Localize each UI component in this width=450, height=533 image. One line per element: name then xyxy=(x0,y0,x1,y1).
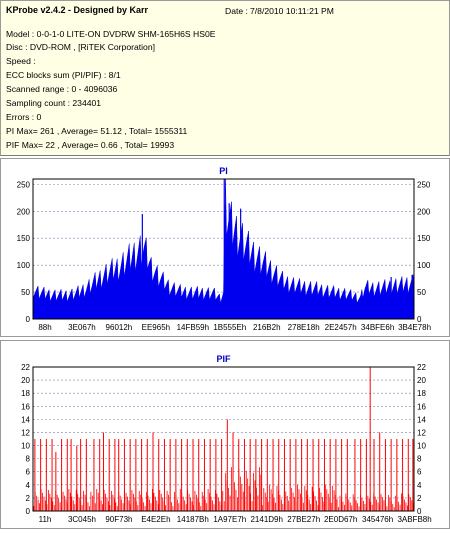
y-tick-label-left: 0 xyxy=(26,507,31,516)
ecc-line: ECC blocks sum (PI/PIF) : 8/1 xyxy=(6,70,121,80)
pi-chart: PI 0 0 50 50 100 100 150 150 200 200 250 250 88h 3E067… xyxy=(17,166,431,332)
pif-chart-panel: PIF 0 0 2 2 4 4 6 6 8 8 10 10 12 12 14 14 16 16 18 18 20 20 22 2… xyxy=(0,340,450,529)
errors-line: Errors : 0 xyxy=(6,112,42,122)
x-tick-label: 11h xyxy=(39,515,52,524)
y-tick-label-right: 12 xyxy=(417,428,426,437)
app-title: KProbe v2.4.2 - Designed by Karr xyxy=(6,5,149,15)
x-tick-label: 278E18h xyxy=(288,323,320,332)
plot-border xyxy=(32,366,415,512)
y-tick-label-left: 6 xyxy=(26,468,31,477)
y-tick-label-right: 200 xyxy=(417,207,431,216)
date-label: Date : xyxy=(225,6,248,16)
model-line: Model : 0-0-1-0 LITE-ON DVDRW SHM-165H6S… xyxy=(6,29,216,39)
y-tick-label-right: 100 xyxy=(417,261,431,270)
x-tick-label: 14187Bh xyxy=(177,515,209,524)
pi-chart-panel: PI 0 0 50 50 100 100 150 150 200 200 250 250 88h 3E067… xyxy=(0,158,450,337)
pif-summary-line: PIF Max= 22 , Average= 0.66 , Total= 199… xyxy=(6,140,175,150)
y-tick-label-left: 18 xyxy=(21,389,30,398)
y-tick-label-left: 12 xyxy=(21,428,30,437)
sampling-count-line: Sampling count : 234401 xyxy=(6,98,102,108)
y-tick-label-left: 50 xyxy=(21,288,30,297)
y-tick-label-left: 150 xyxy=(17,234,31,243)
y-tick-label-right: 22 xyxy=(417,363,426,372)
y-tick-label-right: 2 xyxy=(417,494,422,503)
y-tick-label-left: 250 xyxy=(17,180,31,189)
y-tick-label-left: 0 xyxy=(26,315,31,324)
x-tick-label: EE965h xyxy=(142,323,170,332)
y-tick-label-right: 0 xyxy=(417,507,422,516)
chart-title: PIF xyxy=(216,354,231,364)
x-tick-label: 34BFE6h xyxy=(361,323,394,332)
y-tick-label-left: 22 xyxy=(21,363,30,372)
x-tick-label: 216B2h xyxy=(253,323,281,332)
y-tick-label-right: 20 xyxy=(417,376,426,385)
y-tick-label-right: 8 xyxy=(417,455,422,464)
pi-series-area xyxy=(32,178,415,320)
y-tick-label-right: 14 xyxy=(417,415,426,424)
x-tick-label: 1A97E7h xyxy=(213,515,246,524)
pi-summary-line: PI Max= 261 , Average= 51.12 , Total= 15… xyxy=(6,126,188,136)
y-tick-label-left: 20 xyxy=(21,376,30,385)
disc-line: Disc : DVD-ROM , [RiTEK Corporation] xyxy=(6,42,155,52)
y-tick-label-right: 10 xyxy=(417,442,426,451)
y-tick-label-left: 2 xyxy=(26,494,31,503)
y-tick-label-left: 8 xyxy=(26,455,31,464)
x-tick-label: 96012h xyxy=(106,323,133,332)
y-tick-label-right: 4 xyxy=(417,481,422,490)
x-tick-label: 90F73h xyxy=(105,515,132,524)
x-tick-label: 2E0D67h xyxy=(324,515,357,524)
date-value: 7/8/2010 10:11:21 PM xyxy=(250,6,334,16)
speed-line: Speed : xyxy=(6,56,36,66)
x-tick-label: 3B4E78h xyxy=(398,323,431,332)
info-panel: KProbe v2.4.2 - Designed by Karr Date : … xyxy=(0,0,450,156)
x-tick-label: E4E2Eh xyxy=(141,515,170,524)
y-tick-label-right: 6 xyxy=(417,468,422,477)
y-tick-label-left: 100 xyxy=(17,261,31,270)
y-tick-label-left: 14 xyxy=(21,415,30,424)
chart-title: PI xyxy=(219,166,228,176)
x-tick-label: 3ABFB8h xyxy=(397,515,431,524)
scanned-range-line: Scanned range : 0 - 4096036 xyxy=(6,84,118,94)
y-tick-label-right: 150 xyxy=(417,234,431,243)
x-tick-label: 27BE27h xyxy=(287,515,320,524)
y-tick-label-left: 10 xyxy=(21,442,30,451)
x-tick-label: 14FB59h xyxy=(177,323,209,332)
y-tick-label-right: 0 xyxy=(417,315,422,324)
y-tick-label-right: 250 xyxy=(417,180,431,189)
y-tick-label-right: 16 xyxy=(417,402,426,411)
y-tick-label-left: 200 xyxy=(17,207,31,216)
y-tick-label-left: 16 xyxy=(21,402,30,411)
y-tick-label-right: 50 xyxy=(417,288,426,297)
x-tick-label: 3E067h xyxy=(68,323,96,332)
x-tick-label: 345476h xyxy=(362,515,393,524)
x-tick-label: 2141D9h xyxy=(250,515,282,524)
x-tick-label: 88h xyxy=(38,323,51,332)
x-tick-label: 2E2457h xyxy=(325,323,357,332)
y-tick-label-right: 18 xyxy=(417,389,426,398)
y-tick-label-left: 4 xyxy=(26,481,31,490)
plot-border xyxy=(32,178,415,320)
x-tick-label: 3C045h xyxy=(68,515,96,524)
x-tick-label: 1B555Eh xyxy=(213,323,246,332)
